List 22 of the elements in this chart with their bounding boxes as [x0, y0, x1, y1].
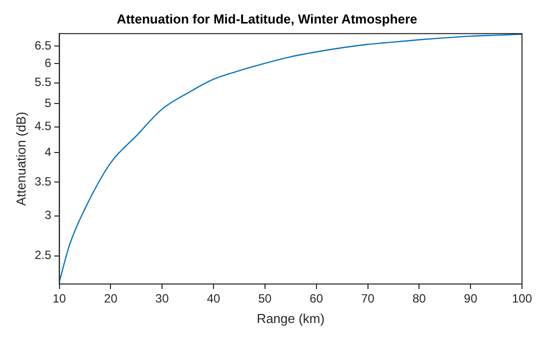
- chart-title: Attenuation for Mid-Latitude, Winter Atmosphere: [116, 11, 418, 26]
- x-tick-label: 80: [412, 292, 426, 306]
- y-tick-label: 4: [44, 145, 52, 160]
- y-tick-label: 3.5: [34, 174, 52, 188]
- x-tick-label: 40: [206, 292, 221, 306]
- y-axis-title: Attenuation (dB): [13, 112, 28, 206]
- y-tick-label: 6.5: [34, 38, 52, 52]
- x-tick-label: 90: [464, 292, 478, 306]
- x-tick-label: 60: [310, 292, 324, 306]
- x-tick-label: 10: [52, 292, 66, 306]
- x-axis-title: Range (km): [256, 310, 325, 326]
- y-tick-label: 4.5: [34, 119, 52, 134]
- y-tick-label: 2.5: [34, 248, 52, 262]
- x-tick-label: 70: [361, 292, 375, 306]
- x-tick-label: 30: [155, 292, 170, 306]
- y-tick-label: 5.5: [34, 75, 52, 90]
- x-tick-label: 100: [512, 292, 532, 306]
- x-tick-label: 20: [104, 292, 118, 306]
- x-tick-label: 50: [258, 292, 272, 306]
- y-tick-label: 3: [44, 208, 52, 222]
- y-tick-label: 6: [44, 56, 52, 70]
- y-tick-label: 5: [44, 96, 52, 110]
